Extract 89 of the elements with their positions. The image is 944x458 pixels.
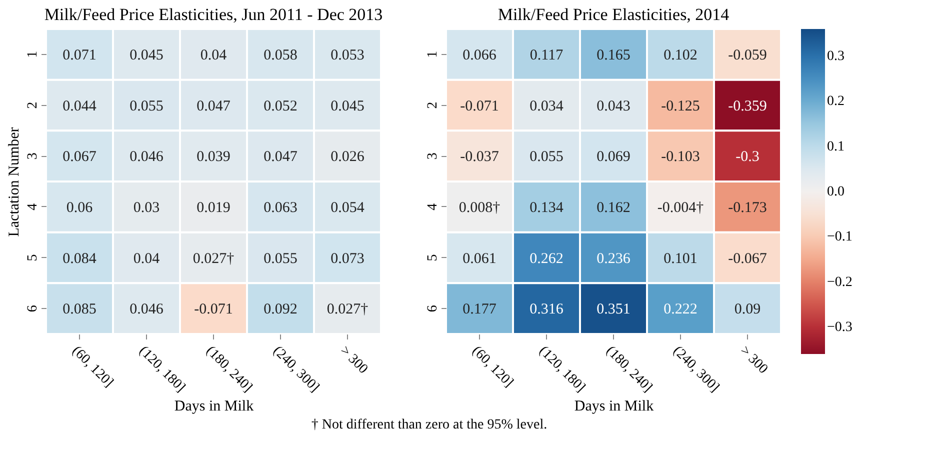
chart-title: Milk/Feed Price Elasticities, 2014 bbox=[498, 5, 730, 24]
data-label: -0.037 bbox=[460, 149, 500, 166]
chart-title: Milk/Feed Price Elasticities, Jun 2011 - Dec 2013 bbox=[44, 5, 383, 24]
data-label: 0.092 bbox=[264, 302, 298, 318]
data-label: 0.046 bbox=[130, 302, 164, 318]
data-label: 0.165 bbox=[596, 47, 630, 64]
data-label: 0.063 bbox=[264, 200, 298, 216]
y-tick-label: 1 bbox=[26, 50, 40, 58]
data-label: 0.162 bbox=[596, 200, 630, 216]
data-label: -0.3 bbox=[736, 149, 760, 166]
data-label: -0.004† bbox=[657, 200, 704, 216]
y-tick-label: 2 bbox=[26, 102, 40, 109]
data-label: 0.052 bbox=[264, 98, 298, 114]
data-label: -0.071 bbox=[194, 302, 233, 318]
data-label: 0.06 bbox=[66, 200, 94, 216]
data-label: 0.046 bbox=[130, 149, 164, 166]
data-label: 0.117 bbox=[530, 47, 564, 64]
color-bar-label: 0.1 bbox=[827, 139, 844, 154]
data-label: 0.044 bbox=[62, 98, 97, 114]
data-label: -0.071 bbox=[460, 98, 499, 114]
data-label: -0.059 bbox=[728, 47, 767, 64]
data-label: 0.047 bbox=[196, 98, 231, 114]
data-label: 0.027† bbox=[192, 250, 235, 267]
data-label: 0.043 bbox=[596, 98, 630, 114]
data-label: 0.045 bbox=[130, 47, 164, 64]
data-label: 0.027† bbox=[326, 302, 369, 318]
data-label: 0.09 bbox=[734, 302, 761, 318]
data-label: 0.071 bbox=[62, 47, 96, 64]
data-label: 0.03 bbox=[133, 200, 160, 216]
data-label: 0.316 bbox=[530, 302, 564, 318]
data-label: 0.039 bbox=[196, 149, 230, 166]
x-tick-label: > 300 bbox=[736, 344, 770, 378]
y-tick-label: 2 bbox=[426, 102, 440, 109]
data-label: 0.134 bbox=[530, 200, 564, 216]
y-tick-label: 3 bbox=[426, 152, 440, 160]
x-axis-title: Days in Milk bbox=[574, 398, 654, 415]
data-label: 0.061 bbox=[462, 250, 496, 267]
data-label: -0.103 bbox=[661, 149, 700, 166]
x-tick-label: > 300 bbox=[336, 344, 370, 378]
data-label: 0.067 bbox=[62, 149, 97, 166]
color-bar-label: 0.0 bbox=[827, 184, 844, 200]
x-tick-label: (60, 120] bbox=[68, 344, 116, 390]
y-tick-label: 1 bbox=[426, 50, 440, 58]
data-label: 0.019 bbox=[196, 200, 230, 216]
x-tick-label: (60, 120] bbox=[468, 344, 516, 390]
data-label: 0.222 bbox=[664, 302, 698, 318]
data-label: 0.069 bbox=[596, 149, 630, 166]
data-label: 0.047 bbox=[264, 149, 298, 166]
color-bar-label: −0.2 bbox=[827, 274, 852, 290]
data-label: 0.085 bbox=[62, 302, 96, 318]
y-tick-label: 4 bbox=[26, 203, 40, 210]
data-label: 0.034 bbox=[530, 98, 564, 114]
data-label: 0.055 bbox=[130, 98, 164, 114]
color-bar-label: 0.2 bbox=[827, 94, 844, 110]
color-bar-label: −0.1 bbox=[827, 230, 852, 245]
y-tick-label: 6 bbox=[426, 305, 440, 312]
x-axis-title: Days in Milk bbox=[174, 398, 254, 415]
data-label: 0.236 bbox=[596, 250, 631, 267]
color-bar-label: 0.3 bbox=[827, 49, 844, 64]
y-tick-label: 6 bbox=[26, 305, 40, 312]
data-label: 0.351 bbox=[596, 302, 630, 318]
data-label: -0.067 bbox=[728, 250, 768, 267]
y-tick-label: 3 bbox=[26, 152, 40, 160]
data-label: 0.102 bbox=[664, 47, 698, 64]
y-tick-label: 5 bbox=[426, 254, 440, 262]
data-label: 0.066 bbox=[462, 47, 497, 64]
data-label: 0.073 bbox=[330, 250, 364, 267]
data-label: 0.055 bbox=[264, 250, 298, 267]
data-label: 0.055 bbox=[530, 149, 564, 166]
y-tick-label: 4 bbox=[426, 203, 440, 210]
data-label: 0.177 bbox=[462, 302, 497, 318]
data-label: 0.04 bbox=[133, 250, 160, 267]
y-axis-title: Lactation Number bbox=[6, 127, 22, 237]
data-label: 0.04 bbox=[200, 47, 228, 64]
color-bar-label: −0.3 bbox=[827, 320, 852, 335]
data-label: 0.053 bbox=[330, 47, 364, 64]
y-tick-label: 5 bbox=[26, 254, 40, 262]
text: † Not different than zero at the 95% level. bbox=[311, 418, 548, 433]
data-label: 0.008† bbox=[458, 200, 501, 216]
data-label: 0.058 bbox=[264, 47, 298, 64]
data-label: -0.359 bbox=[728, 98, 767, 114]
data-label: 0.262 bbox=[530, 250, 564, 267]
data-label: 0.045 bbox=[330, 98, 364, 114]
data-label: 0.084 bbox=[62, 250, 97, 267]
data-label: -0.125 bbox=[661, 98, 700, 114]
data-label: 0.026 bbox=[330, 149, 365, 166]
data-label: 0.054 bbox=[330, 200, 365, 216]
data-label: 0.101 bbox=[664, 250, 698, 267]
data-label: -0.173 bbox=[728, 200, 767, 216]
